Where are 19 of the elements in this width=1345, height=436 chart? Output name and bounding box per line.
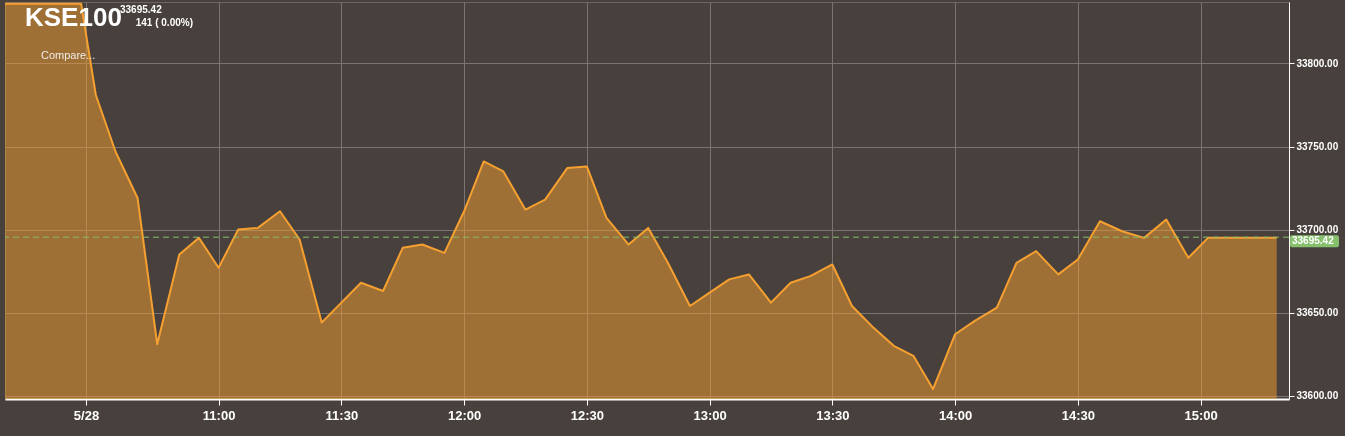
y-tick-label: 33600.00: [1296, 390, 1339, 402]
x-tick-label: 12:30: [570, 407, 604, 423]
annotation: 141 ( 0.00%): [135, 17, 193, 28]
x-tick-label: 15:00: [1184, 407, 1218, 423]
x-tick-label: 11:00: [202, 407, 236, 423]
x-tick-label: 14:00: [938, 407, 973, 423]
ref-line-label: 33695.42: [1292, 235, 1335, 247]
y-tick-label: 33800.00: [1296, 57, 1339, 69]
x-tick-label: 12:00: [447, 407, 482, 423]
x-tick-label: 13:00: [693, 407, 727, 423]
x-tick-label: 14:30: [1061, 407, 1095, 423]
x-tick-label: 11:30: [325, 407, 359, 423]
y-tick-label: 33750.00: [1296, 141, 1339, 153]
annotation: Compare...: [41, 49, 96, 61]
y-tick-label: 33650.00: [1296, 307, 1339, 319]
y-tick-label: 33700.00: [1296, 224, 1339, 236]
annotation: 33695.42: [120, 4, 163, 15]
x-tick-label: 13:30: [816, 407, 850, 423]
x-tick-label: 5/28: [73, 407, 100, 423]
